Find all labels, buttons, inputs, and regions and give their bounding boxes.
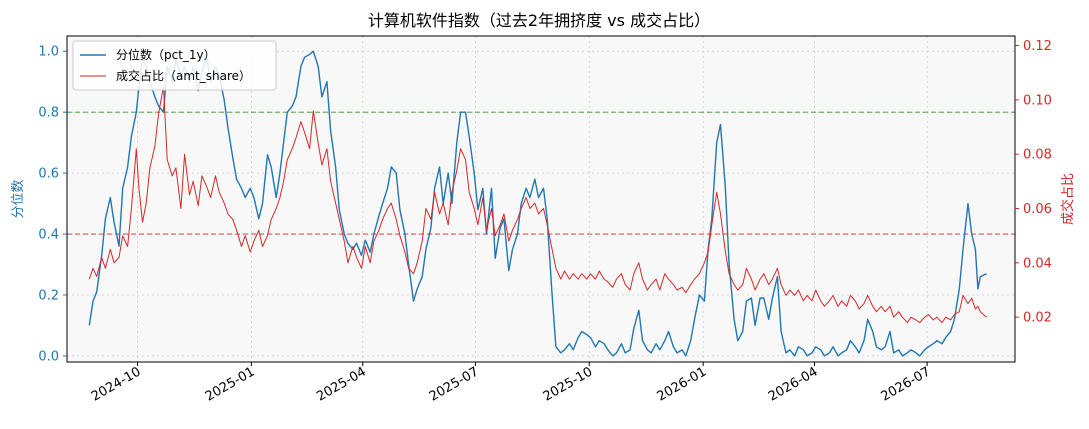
x-tick-label: 2025-04 <box>314 364 369 404</box>
threshold-lines <box>67 111 1015 235</box>
series-line-amt <box>88 85 987 324</box>
left-y-axis: 0.0 0.2 0.4 0.6 0.8 1.0 <box>38 45 67 364</box>
right-tick-label: 0.08 <box>1023 148 1052 163</box>
right-tick-label: 0.04 <box>1023 256 1052 271</box>
left-tick-label: 1.0 <box>38 45 59 60</box>
left-y-axis-label: 分位数 <box>11 179 26 218</box>
x-tick-label: 2026-07 <box>879 364 934 404</box>
x-tick-label: 2025-01 <box>203 364 258 404</box>
right-tick-label: 0.12 <box>1023 39 1052 54</box>
series-line-pct <box>88 50 987 357</box>
left-tick-label: 0.4 <box>38 228 59 243</box>
x-axis: 2024-10 2025-01 2025-04 2025-07 2025-10 2026-… <box>89 362 933 405</box>
left-tick-label: 0.0 <box>38 349 59 364</box>
left-tick-label: 0.6 <box>38 167 59 182</box>
x-tick-label: 2024-10 <box>89 364 144 404</box>
left-tick-label: 0.2 <box>38 288 59 303</box>
legend-box <box>72 40 277 91</box>
series-lines <box>88 50 987 357</box>
legend-label-amt: 成交占比（amt_share） <box>116 68 251 83</box>
chart-title: 计算机软件指数（过去2年拥挤度 vs 成交占比） <box>368 11 710 30</box>
x-tick-label: 2025-10 <box>541 364 596 404</box>
left-tick-label: 0.8 <box>38 106 59 121</box>
right-y-axis: 0.02 0.04 0.06 0.08 0.10 0.12 <box>1015 39 1052 326</box>
right-tick-label: 0.02 <box>1023 311 1052 326</box>
right-tick-label: 0.06 <box>1023 202 1052 217</box>
grid <box>67 36 1015 362</box>
legend-label-pct: 分位数（pct_1y） <box>116 47 216 62</box>
x-tick-label: 2026-01 <box>655 364 710 404</box>
x-tick-label: 2025-07 <box>427 364 482 404</box>
right-tick-label: 0.10 <box>1023 93 1052 108</box>
plot-frame <box>66 35 1016 363</box>
right-y-axis-label: 成交占比 <box>1060 173 1076 225</box>
legend: 分位数（pct_1y） 成交占比（amt_share） <box>72 40 277 91</box>
x-tick-label: 2026-04 <box>766 364 821 404</box>
